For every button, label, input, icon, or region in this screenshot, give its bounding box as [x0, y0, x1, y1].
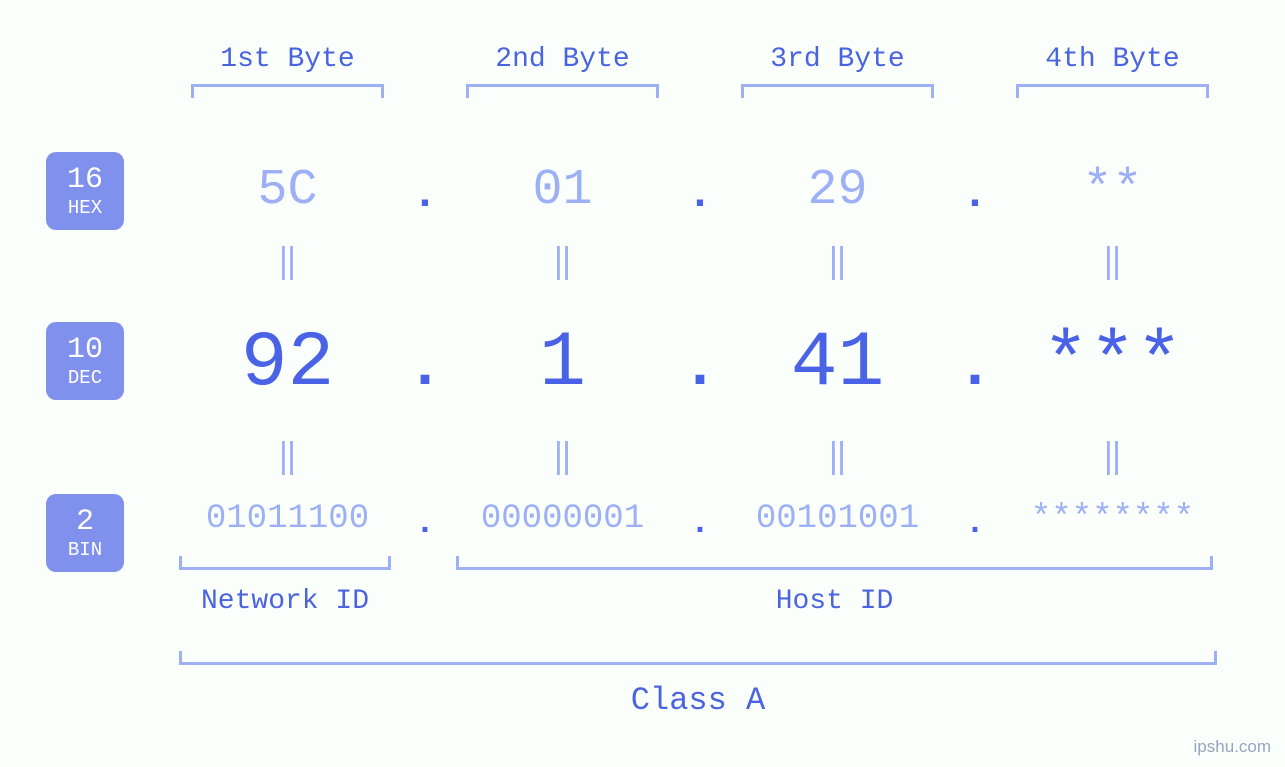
- equals-2-3: ‖: [725, 436, 950, 478]
- base-badge-num: 16: [67, 165, 103, 195]
- dec-byte-4: ***: [1000, 320, 1225, 408]
- bin-byte-1: 01011100: [175, 500, 400, 538]
- dec-byte-1: 92: [175, 320, 400, 408]
- byte-bracket-1: [191, 84, 384, 98]
- network-id-label: Network ID: [179, 586, 391, 617]
- equals-1-3: ‖: [725, 241, 950, 283]
- base-badge-label: BIN: [68, 541, 102, 560]
- watermark: ipshu.com: [1194, 737, 1271, 757]
- hex-byte-3: 29: [725, 162, 950, 219]
- base-badge-bin: 2 BIN: [46, 494, 124, 572]
- dec-dot-1: .: [400, 332, 450, 403]
- bin-dot-1: .: [400, 505, 450, 543]
- class-label: Class A: [179, 682, 1217, 719]
- byte-bracket-3: [741, 84, 934, 98]
- equals-1-4: ‖: [1000, 241, 1225, 283]
- base-badge-label: HEX: [68, 199, 102, 218]
- byte-header-1: 1st Byte: [175, 44, 400, 75]
- bin-byte-4: ********: [1000, 500, 1225, 538]
- hex-dot-3: .: [950, 170, 1000, 220]
- class-bracket: [179, 651, 1217, 665]
- hex-byte-1: 5C: [175, 162, 400, 219]
- hex-byte-2: 01: [450, 162, 675, 219]
- dec-dot-3: .: [950, 332, 1000, 403]
- base-badge-dec: 10 DEC: [46, 322, 124, 400]
- dec-byte-3: 41: [725, 320, 950, 408]
- bin-byte-2: 00000001: [450, 500, 675, 538]
- base-badge-label: DEC: [68, 369, 102, 388]
- byte-bracket-2: [466, 84, 659, 98]
- dec-dot-2: .: [675, 332, 725, 403]
- base-badge-hex: 16 HEX: [46, 152, 124, 230]
- byte-bracket-4: [1016, 84, 1209, 98]
- bin-byte-3: 00101001: [725, 500, 950, 538]
- hex-byte-4: **: [1000, 162, 1225, 219]
- bin-dot-2: .: [675, 505, 725, 543]
- hex-dot-1: .: [400, 170, 450, 220]
- byte-header-3: 3rd Byte: [725, 44, 950, 75]
- equals-1-1: ‖: [175, 241, 400, 283]
- network-id-bracket: [179, 556, 391, 570]
- equals-2-1: ‖: [175, 436, 400, 478]
- dec-byte-2: 1: [450, 320, 675, 408]
- base-badge-num: 2: [76, 507, 94, 537]
- host-id-bracket: [456, 556, 1213, 570]
- equals-2-2: ‖: [450, 436, 675, 478]
- equals-2-4: ‖: [1000, 436, 1225, 478]
- bin-dot-3: .: [950, 505, 1000, 543]
- base-badge-num: 10: [67, 335, 103, 365]
- byte-header-2: 2nd Byte: [450, 44, 675, 75]
- host-id-label: Host ID: [456, 586, 1213, 617]
- hex-dot-2: .: [675, 170, 725, 220]
- byte-header-4: 4th Byte: [1000, 44, 1225, 75]
- equals-1-2: ‖: [450, 241, 675, 283]
